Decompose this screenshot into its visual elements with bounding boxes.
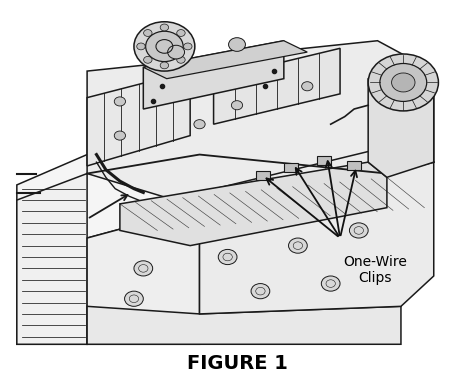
Circle shape [183,43,192,50]
Text: One-Wire
Clips: One-Wire Clips [343,255,407,285]
Circle shape [349,223,368,238]
Polygon shape [143,41,284,109]
Circle shape [114,97,126,106]
Circle shape [144,30,152,37]
Circle shape [392,73,415,92]
Circle shape [125,291,143,306]
Polygon shape [200,147,434,314]
Circle shape [177,57,185,63]
Circle shape [228,38,246,51]
Polygon shape [87,41,434,208]
Bar [284,163,298,172]
Polygon shape [143,41,307,79]
Circle shape [160,24,169,31]
Bar [256,171,270,180]
Polygon shape [17,174,87,344]
Circle shape [144,57,152,63]
Circle shape [194,120,205,129]
Circle shape [134,22,195,71]
Polygon shape [87,208,200,344]
Circle shape [218,249,237,264]
Bar [347,161,361,171]
Circle shape [251,284,270,299]
Circle shape [380,64,427,101]
Circle shape [321,276,340,291]
Circle shape [368,54,438,111]
Bar [317,156,331,165]
Polygon shape [214,48,340,124]
Circle shape [146,31,183,62]
Polygon shape [17,154,200,344]
Circle shape [168,45,184,59]
Circle shape [134,261,153,276]
Circle shape [137,43,145,50]
Circle shape [177,30,185,37]
Circle shape [114,131,126,140]
Circle shape [231,100,243,110]
Polygon shape [87,71,190,166]
Polygon shape [87,306,401,344]
Circle shape [301,82,313,91]
Polygon shape [368,60,434,177]
Circle shape [289,238,307,253]
Text: FIGURE 1: FIGURE 1 [187,354,287,373]
Polygon shape [120,162,387,246]
Circle shape [160,62,169,69]
